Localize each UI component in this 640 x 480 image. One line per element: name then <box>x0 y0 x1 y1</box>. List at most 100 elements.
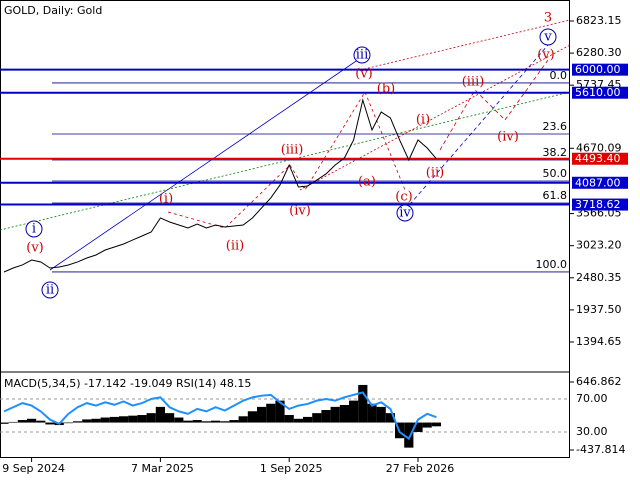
y-tick-label: 1394.65 <box>576 335 622 348</box>
macd-bar <box>339 405 349 423</box>
macd-bar <box>349 400 359 423</box>
price-line <box>3 98 437 273</box>
macd-bar <box>137 415 147 423</box>
y-tick-label: 6823.15 <box>576 14 622 27</box>
y-tick-label: 4670.09 <box>576 141 622 154</box>
y-tick-label: -437.814 <box>576 443 625 456</box>
macd-bar <box>165 413 175 423</box>
y-tick-label: 646.862 <box>576 375 622 388</box>
wave-label: iii <box>356 48 368 63</box>
y-tick-label: 3023.20 <box>576 239 622 252</box>
trend-line <box>359 19 571 71</box>
macd-bar <box>192 420 202 423</box>
macd-bar <box>266 403 276 423</box>
wave-label: i <box>32 222 36 237</box>
fib-label: 0.0 <box>550 69 568 82</box>
level-label: 4087.00 <box>575 176 621 189</box>
fib-label: 50.0 <box>543 167 568 180</box>
macd-bar <box>275 400 285 423</box>
wave-label: (v) <box>355 67 373 82</box>
price-line <box>3 391 437 441</box>
x-tick-label: 9 Sep 2024 <box>2 462 65 475</box>
wave-label: (v) <box>26 241 44 256</box>
wave-circle <box>396 204 414 222</box>
chart-title: GOLD, Daily: Gold <box>4 4 102 17</box>
indicator-title: MACD(5,34,5) -17.142 -19.049 RSI(14) 48.… <box>4 377 251 390</box>
macd-bar <box>100 417 110 423</box>
macd-bar <box>63 422 73 424</box>
x-tick-label: 7 Mar 2025 <box>131 462 194 475</box>
macd-bar <box>404 422 414 448</box>
macd-bar <box>45 422 55 425</box>
y2-tick-label: 30.00 <box>576 425 608 438</box>
wave-label: (ii) <box>226 239 244 254</box>
wave-circle <box>25 220 43 238</box>
wave-circle <box>41 281 59 299</box>
macd-bar <box>247 411 257 423</box>
macd-bar <box>82 419 92 423</box>
macd-bar <box>220 421 230 423</box>
wave-label: (c) <box>395 190 412 205</box>
macd-bar <box>201 421 211 423</box>
x-tick-label: 1 Sep 2025 <box>260 462 323 475</box>
macd-bar <box>91 418 101 423</box>
macd-bar <box>27 418 37 423</box>
wave-label: 3 <box>544 11 552 26</box>
level-box <box>572 152 628 165</box>
level-box <box>572 176 628 189</box>
macd-bar <box>413 422 423 432</box>
wave-label: (i) <box>416 113 430 128</box>
wave-label: (iv) <box>497 130 519 145</box>
level-label: 3718.62 <box>575 198 621 211</box>
y-tick-label: 2480.35 <box>576 271 622 284</box>
y2-tick-label: 70.00 <box>576 392 608 405</box>
wave-circle <box>353 46 371 64</box>
macd-bar <box>73 421 83 423</box>
macd-bar <box>229 420 239 423</box>
trend-line <box>299 44 571 191</box>
trend-line <box>0 91 571 231</box>
fib-label: 23.6 <box>543 120 568 133</box>
wave-label: (v) <box>537 48 555 63</box>
projection <box>439 59 549 151</box>
level-label: 5610.00 <box>575 86 621 99</box>
wave-label: (b) <box>377 82 395 97</box>
wave-label: v <box>543 30 552 45</box>
plot-frame <box>0 0 570 458</box>
fib-label: 38.2 <box>543 146 568 159</box>
wave-label: (i) <box>159 192 173 207</box>
macd-bar <box>385 413 395 423</box>
fib-label: 100.0 <box>536 258 568 271</box>
level-label: 6000.00 <box>575 63 621 76</box>
macd-bar <box>155 406 165 423</box>
macd-bar <box>257 406 267 423</box>
macd-bar <box>303 416 313 423</box>
macd-bar <box>330 406 340 423</box>
wave-label: (ii) <box>426 166 444 181</box>
macd-bar <box>321 410 331 423</box>
level-box <box>572 63 628 76</box>
macd-bar <box>109 416 119 423</box>
macd-bar <box>146 413 156 423</box>
macd-bar <box>174 417 184 423</box>
trend-line <box>49 54 366 271</box>
macd-bar <box>211 420 221 423</box>
macd-bar <box>367 403 377 423</box>
wave-circle <box>539 28 557 46</box>
macd-bar <box>8 421 18 423</box>
wave-label: (a) <box>358 175 376 190</box>
macd-bar <box>238 416 248 423</box>
y-tick-label: 1937.50 <box>576 303 622 316</box>
macd-bar <box>358 384 368 423</box>
level-box <box>572 86 628 99</box>
macd-bar <box>36 420 46 423</box>
macd-bar <box>183 420 193 423</box>
wave-label: ii <box>46 283 54 298</box>
wave-label: (iv) <box>289 204 311 219</box>
macd-bar <box>293 418 303 423</box>
macd-bar <box>17 420 27 423</box>
macd-bar <box>128 415 138 423</box>
macd-bar <box>284 415 294 423</box>
x-tick-label: 27 Feb 2026 <box>386 462 454 475</box>
